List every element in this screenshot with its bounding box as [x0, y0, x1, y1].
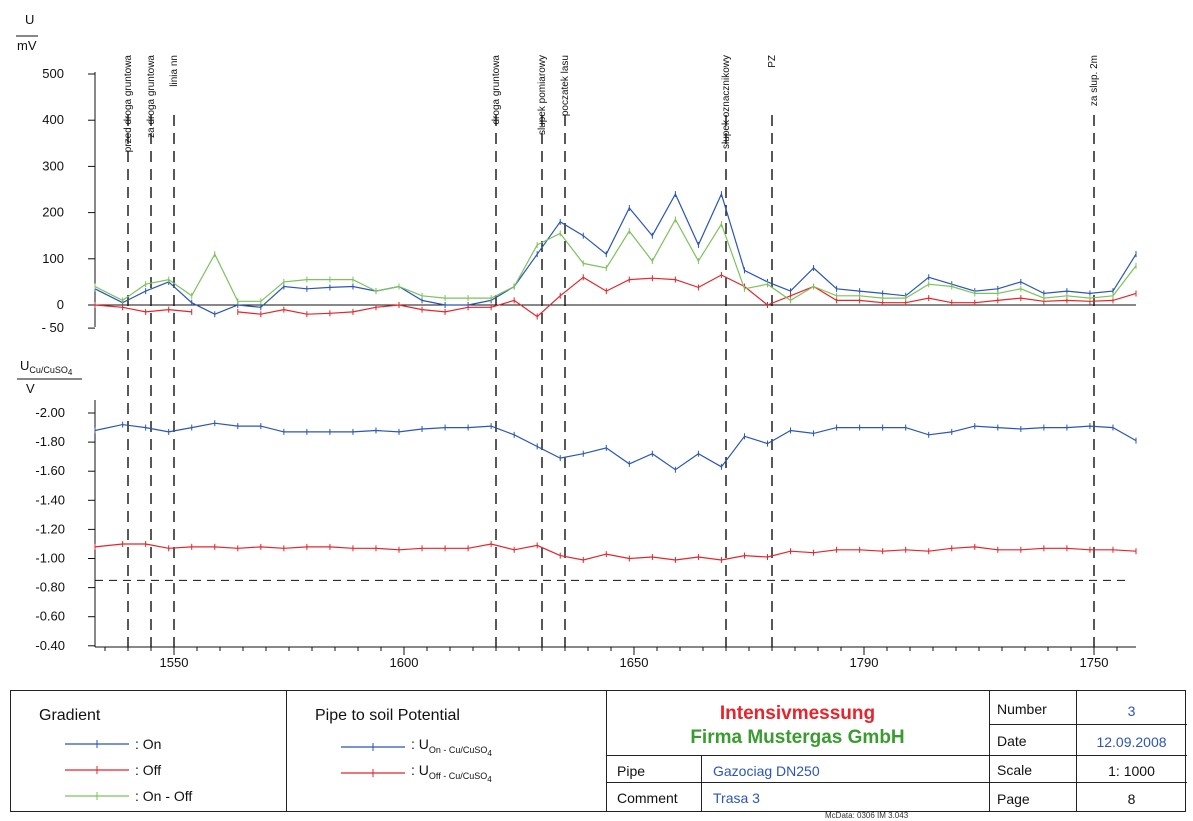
- number-label: Number: [997, 701, 1047, 717]
- gradient-ytick-label: 0: [57, 297, 64, 312]
- x-tick-label: 1790: [850, 655, 879, 670]
- potential-series-u_off: [94, 543, 1137, 561]
- potential-ytick-label: -1.80: [35, 434, 65, 449]
- potential-ytick-label: -1.40: [35, 492, 65, 507]
- x-tick-label: 1650: [620, 655, 649, 670]
- potential-ytick-label: -0.40: [35, 638, 65, 653]
- comment-label: Comment: [617, 790, 678, 806]
- gradient-ytick-label: - 50: [42, 320, 64, 335]
- report-title: Intensivmessung: [719, 703, 876, 724]
- legend-footer: Gradient Pipe to soil Potential Intensiv…: [10, 690, 1187, 812]
- potential-legend-item: : UOn - Cu/CuSO4: [341, 736, 492, 758]
- chart-area: 500 400 300 200 100 0 - 50 UmV -2.00 -1.80 -1.60 -1…: [16, 12, 1137, 670]
- pipe-label: Pipe: [617, 763, 646, 779]
- gradient-ytick-label: 100: [42, 251, 64, 266]
- page-label: Page: [997, 791, 1030, 807]
- date-label: Date: [997, 733, 1027, 749]
- gradient-unit-top: U: [25, 12, 34, 27]
- gradient-legend-item: : On: [65, 736, 161, 752]
- company-name: Firma Mustergas GmbH: [690, 727, 905, 748]
- potential-ytick-label: -1.00: [35, 551, 65, 566]
- potential-series-u_on: [94, 422, 1137, 471]
- legend-label: : Off: [135, 762, 162, 778]
- potential-ytick-label: -0.80: [35, 580, 65, 595]
- x-tick-label: 1600: [390, 655, 419, 670]
- potential-unit-sub: Cu/CuSO: [29, 365, 68, 375]
- potential-title: Pipe to soil Potential: [315, 707, 460, 724]
- gradient-legend-item: : Off: [65, 762, 161, 778]
- number-value: 3: [1127, 703, 1136, 719]
- potential-unit-sub4: 4: [68, 368, 73, 377]
- scale-value: 1: 1000: [1108, 763, 1155, 779]
- potential-ytick-label: -0.60: [35, 609, 65, 624]
- scale-label: Scale: [997, 762, 1033, 778]
- legend-label: : UOn - Cu/CuSO4: [411, 736, 492, 758]
- landmark-label: slupek oznacznikowy: [721, 55, 732, 149]
- date-value: 12.09.2008: [1096, 734, 1167, 750]
- gradient-series-off: [94, 274, 1137, 318]
- potential-ytick-label: -1.60: [35, 463, 65, 478]
- landmark-label: poczatek lasu: [560, 55, 571, 116]
- potential-unit-bottom: V: [26, 381, 35, 396]
- meta-code: McData: 0306 IM 3.043: [825, 811, 909, 820]
- potential-unit-top: UCu/CuSO4: [20, 358, 73, 377]
- legend-label: : On - Off: [135, 788, 193, 804]
- gradient-title: Gradient: [39, 707, 101, 724]
- landmark-label: za slup. 2m: [1089, 55, 1100, 106]
- gradient-legend-item: : On - Off: [65, 788, 192, 804]
- pipe-value: Gazociag DN250: [713, 763, 820, 779]
- x-tick-label: 1750: [1080, 655, 1109, 670]
- gradient-series-diff: [94, 218, 1137, 302]
- gradient-ytick-label: 500: [42, 66, 64, 81]
- gradient-unit-bottom: mV: [17, 38, 37, 53]
- landmark-label: droga gruntowa: [491, 55, 502, 125]
- gradient-ytick-label: 200: [42, 205, 64, 220]
- gradient-series-on: [94, 192, 1137, 315]
- legend-swatch: [65, 740, 129, 748]
- potential-legend-item: : UOff - Cu/CuSO4: [341, 762, 492, 784]
- landmark-label: slupek pomiarowy: [537, 55, 548, 135]
- gradient-ytick-label: 300: [42, 158, 64, 173]
- legend-label: : On: [135, 736, 162, 752]
- page-value: 8: [1127, 791, 1136, 807]
- landmark-label: przed droga gruntowa: [123, 55, 134, 153]
- landmark-label: za droga gruntowa: [146, 55, 157, 138]
- comment-value: Trasa 3: [713, 790, 760, 806]
- landmark-label: PZ: [767, 55, 778, 68]
- legend-swatch: [341, 742, 405, 751]
- landmark-label: linia nn: [169, 55, 180, 87]
- gradient-ytick-label: 400: [42, 112, 64, 127]
- legend-swatch: [341, 768, 405, 777]
- legend-swatch: [65, 792, 129, 800]
- x-tick-label: 1550: [160, 655, 189, 670]
- legend-label: : UOff - Cu/CuSO4: [411, 762, 492, 784]
- potential-ytick-label: -1.20: [35, 521, 65, 536]
- legend-swatch: [65, 766, 129, 774]
- potential-ytick-label: -2.00: [35, 405, 65, 420]
